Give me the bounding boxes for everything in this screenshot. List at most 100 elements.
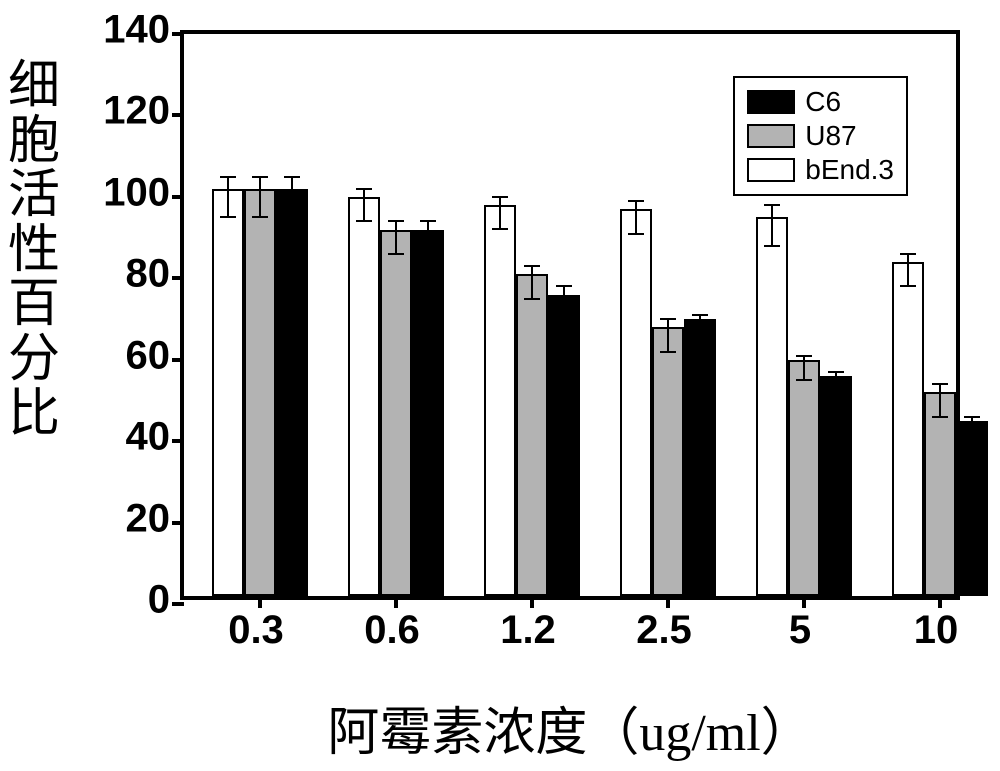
error-bar bbox=[363, 189, 365, 222]
error-cap bbox=[420, 253, 436, 255]
error-cap bbox=[388, 220, 404, 222]
error-cap bbox=[932, 416, 948, 418]
error-cap bbox=[220, 176, 236, 178]
x-tick-label: 2.5 bbox=[636, 608, 692, 653]
legend-swatch bbox=[747, 90, 795, 114]
bar-C6 bbox=[956, 421, 988, 596]
y-tick-label: 120 bbox=[80, 89, 170, 134]
bar-bEnd.3 bbox=[892, 262, 924, 596]
legend-label: C6 bbox=[805, 86, 841, 118]
legend-label: bEnd.3 bbox=[805, 154, 894, 186]
error-bar bbox=[771, 205, 773, 246]
error-bar bbox=[291, 177, 293, 218]
error-cap bbox=[524, 298, 540, 300]
bar-C6 bbox=[684, 319, 716, 596]
error-cap bbox=[628, 233, 644, 235]
error-cap bbox=[252, 176, 268, 178]
bar-bEnd.3 bbox=[212, 189, 244, 596]
error-bar bbox=[395, 221, 397, 254]
error-bar bbox=[427, 221, 429, 254]
x-tick bbox=[938, 596, 942, 608]
bar-U87 bbox=[788, 360, 820, 596]
legend-swatch bbox=[747, 124, 795, 148]
legend-label: U87 bbox=[805, 120, 856, 152]
legend-item: U87 bbox=[747, 120, 894, 152]
error-cap bbox=[692, 338, 708, 340]
error-cap bbox=[356, 188, 372, 190]
error-cap bbox=[964, 416, 980, 418]
error-cap bbox=[492, 196, 508, 198]
legend-item: C6 bbox=[747, 86, 894, 118]
error-bar bbox=[971, 417, 973, 441]
error-cap bbox=[828, 395, 844, 397]
y-tick-label: 20 bbox=[80, 496, 170, 541]
y-tick-label: 100 bbox=[80, 170, 170, 215]
error-cap bbox=[388, 253, 404, 255]
plot-area: C6U87bEnd.3 bbox=[180, 30, 960, 600]
bar-bEnd.3 bbox=[484, 205, 516, 596]
error-cap bbox=[252, 216, 268, 218]
error-bar bbox=[803, 356, 805, 380]
legend-swatch bbox=[747, 158, 795, 182]
x-tick bbox=[530, 596, 534, 608]
y-tick-label: 0 bbox=[80, 578, 170, 623]
legend: C6U87bEnd.3 bbox=[733, 76, 908, 196]
y-tick-label: 80 bbox=[80, 252, 170, 297]
bar-U87 bbox=[516, 274, 548, 596]
y-tick bbox=[172, 521, 184, 525]
chart-container: 细胞活性百分比 C6U87bEnd.3 阿霉素浓度（ug/ml） 0204060… bbox=[0, 0, 1000, 771]
bar-C6 bbox=[820, 376, 852, 596]
error-bar bbox=[699, 315, 701, 339]
error-bar bbox=[667, 319, 669, 352]
error-bar bbox=[635, 201, 637, 234]
y-axis-label: 细胞活性百分比 bbox=[8, 60, 58, 442]
error-cap bbox=[284, 216, 300, 218]
bar-C6 bbox=[276, 189, 308, 596]
x-tick-label: 10 bbox=[914, 608, 959, 653]
x-tick bbox=[802, 596, 806, 608]
error-bar bbox=[835, 372, 837, 396]
error-cap bbox=[660, 351, 676, 353]
bar-bEnd.3 bbox=[348, 197, 380, 596]
bar-bEnd.3 bbox=[756, 217, 788, 596]
error-cap bbox=[764, 245, 780, 247]
error-cap bbox=[556, 285, 572, 287]
x-tick-label: 0.3 bbox=[228, 608, 284, 653]
error-cap bbox=[900, 253, 916, 255]
x-tick bbox=[666, 596, 670, 608]
y-tick bbox=[172, 358, 184, 362]
error-cap bbox=[524, 265, 540, 267]
bar-U87 bbox=[244, 189, 276, 596]
x-axis-label: 阿霉素浓度（ug/ml） bbox=[180, 690, 960, 765]
error-bar bbox=[259, 177, 261, 218]
x-tick-label: 5 bbox=[789, 608, 811, 653]
error-bar bbox=[531, 266, 533, 299]
error-bar bbox=[227, 177, 229, 218]
bar-U87 bbox=[924, 392, 956, 596]
error-bar bbox=[907, 254, 909, 287]
y-tick bbox=[172, 439, 184, 443]
bar-bEnd.3 bbox=[620, 209, 652, 596]
bar-U87 bbox=[652, 327, 684, 596]
error-bar bbox=[563, 286, 565, 319]
bar-C6 bbox=[548, 295, 580, 596]
legend-item: bEnd.3 bbox=[747, 154, 894, 186]
y-tick bbox=[172, 276, 184, 280]
y-tick bbox=[172, 195, 184, 199]
y-tick bbox=[172, 602, 184, 606]
y-tick-label: 40 bbox=[80, 415, 170, 460]
error-cap bbox=[692, 314, 708, 316]
error-cap bbox=[628, 200, 644, 202]
error-cap bbox=[356, 220, 372, 222]
error-cap bbox=[220, 216, 236, 218]
error-cap bbox=[660, 318, 676, 320]
y-tick bbox=[172, 32, 184, 36]
error-cap bbox=[932, 383, 948, 385]
bar-U87 bbox=[380, 230, 412, 596]
error-cap bbox=[420, 220, 436, 222]
error-cap bbox=[828, 371, 844, 373]
x-tick-label: 0.6 bbox=[364, 608, 420, 653]
error-cap bbox=[492, 228, 508, 230]
y-tick-label: 140 bbox=[80, 8, 170, 53]
x-tick bbox=[258, 596, 262, 608]
